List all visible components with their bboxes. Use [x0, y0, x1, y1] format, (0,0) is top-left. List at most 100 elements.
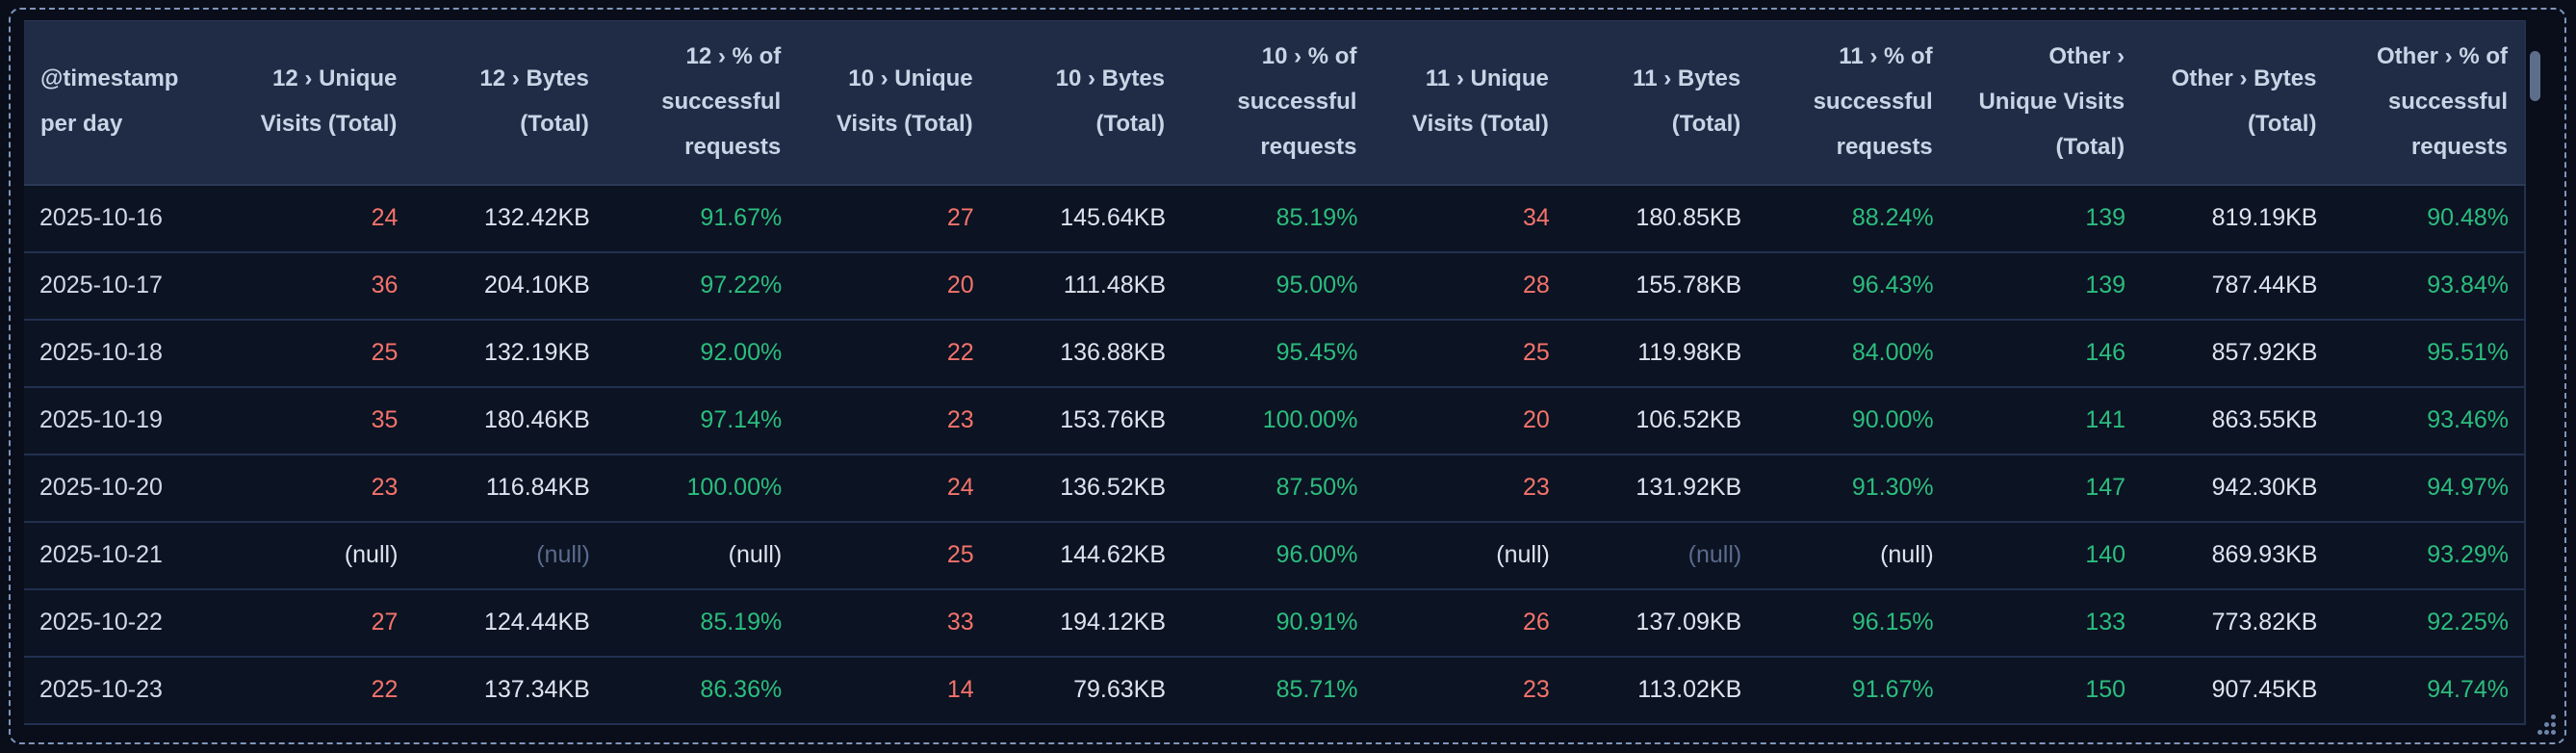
table-row: 2025-10-22 27 124.44KB 85.19% 33 194.12KB 90.9…: [24, 588, 2525, 658]
cell-11-bytes: 119.98KB: [1564, 319, 1758, 388]
cell-other-bytes: 869.93KB: [2141, 521, 2333, 590]
cell-10-pct-success: 90.91%: [1181, 588, 1374, 658]
cell-12-pct-success: 97.14%: [605, 386, 798, 455]
cell-12-unique-visits: 25: [221, 319, 414, 388]
cell-12-pct-success: 91.67%: [605, 184, 798, 253]
cell-11-bytes: 113.02KB: [1564, 656, 1758, 725]
cell-other-unique-visits: 133: [1948, 588, 2142, 658]
cell-timestamp: 2025-10-16: [24, 184, 221, 253]
column-header-12-pct-success[interactable]: 12 › % of successful requests: [605, 20, 798, 186]
cell-12-bytes: 204.10KB: [413, 251, 605, 321]
column-header-11-bytes[interactable]: 11 › Bytes (Total): [1564, 20, 1758, 186]
table-row: 2025-10-16 24 132.42KB 91.67% 27 145.64KB 85.1…: [24, 184, 2525, 253]
cell-12-unique-visits: 35: [221, 386, 414, 455]
table-row: 2025-10-18 25 132.19KB 92.00% 22 136.88KB 95.4…: [24, 319, 2525, 388]
cell-12-bytes: 132.42KB: [413, 184, 605, 253]
cell-other-pct-success: 93.84%: [2332, 251, 2525, 321]
data-table: @timestamp per day 12 › Unique Visits (To…: [24, 20, 2526, 725]
cell-other-unique-visits: 139: [1948, 184, 2142, 253]
cell-10-bytes: 153.76KB: [989, 386, 1182, 455]
table-header: @timestamp per day 12 › Unique Visits (To…: [24, 20, 2525, 186]
cell-11-pct-success: (null): [1757, 521, 1949, 590]
cell-12-bytes: 116.84KB: [413, 454, 605, 523]
cell-11-pct-success: 84.00%: [1757, 319, 1949, 388]
cell-12-unique-visits: 23: [221, 454, 414, 523]
panel-resize-handle[interactable]: [2537, 712, 2560, 739]
cell-other-bytes: 787.44KB: [2141, 251, 2333, 321]
cell-11-bytes: (null): [1564, 521, 1758, 590]
table-row: 2025-10-19 35 180.46KB 97.14% 23 153.76KB 100.…: [24, 386, 2525, 455]
cell-10-bytes: 111.48KB: [989, 251, 1182, 321]
cell-11-unique-visits: 34: [1373, 184, 1565, 253]
cell-10-pct-success: 87.50%: [1181, 454, 1374, 523]
cell-other-unique-visits: 139: [1948, 251, 2142, 321]
cell-timestamp: 2025-10-18: [24, 319, 221, 388]
cell-10-unique-visits: 22: [797, 319, 990, 388]
cell-10-unique-visits: 14: [797, 656, 990, 725]
cell-10-unique-visits: 24: [797, 454, 990, 523]
column-header-12-bytes[interactable]: 12 › Bytes (Total): [413, 20, 605, 186]
cell-10-unique-visits: 23: [797, 386, 990, 455]
column-header-other-unique-visits[interactable]: Other › Unique Visits (Total): [1948, 20, 2142, 186]
cell-11-bytes: 137.09KB: [1564, 588, 1758, 658]
table-row: 2025-10-20 23 116.84KB 100.00% 24 136.52KB 87.…: [24, 454, 2525, 523]
cell-timestamp: 2025-10-22: [24, 588, 221, 658]
cell-11-pct-success: 88.24%: [1757, 184, 1949, 253]
cell-10-pct-success: 95.00%: [1181, 251, 1374, 321]
column-header-10-unique-visits[interactable]: 10 › Unique Visits (Total): [797, 20, 990, 186]
cell-10-bytes: 136.88KB: [989, 319, 1182, 388]
cell-12-pct-success: 86.36%: [605, 656, 798, 725]
column-header-other-bytes[interactable]: Other › Bytes (Total): [2141, 20, 2333, 186]
cell-other-unique-visits: 146: [1948, 319, 2142, 388]
cell-11-pct-success: 90.00%: [1757, 386, 1949, 455]
cell-timestamp: 2025-10-19: [24, 386, 221, 455]
column-header-10-bytes[interactable]: 10 › Bytes (Total): [989, 20, 1182, 186]
cell-10-bytes: 136.52KB: [989, 454, 1182, 523]
column-header-timestamp[interactable]: @timestamp per day: [24, 20, 221, 186]
cell-11-unique-visits: 23: [1373, 656, 1565, 725]
cell-12-pct-success: 92.00%: [605, 319, 798, 388]
column-header-11-pct-success[interactable]: 11 › % of successful requests: [1757, 20, 1949, 186]
cell-11-unique-visits: 23: [1373, 454, 1565, 523]
data-table-panel: @timestamp per day 12 › Unique Visits (To…: [24, 20, 2542, 739]
column-header-11-unique-visits[interactable]: 11 › Unique Visits (Total): [1373, 20, 1565, 186]
cell-10-unique-visits: 20: [797, 251, 990, 321]
cell-other-unique-visits: 147: [1948, 454, 2142, 523]
cell-12-bytes: 137.34KB: [413, 656, 605, 725]
cell-12-bytes: 180.46KB: [413, 386, 605, 455]
cell-other-pct-success: 93.29%: [2332, 521, 2525, 590]
vertical-scrollbar-thumb[interactable]: [2530, 51, 2540, 101]
cell-timestamp: 2025-10-21: [24, 521, 221, 590]
cell-other-bytes: 863.55KB: [2141, 386, 2333, 455]
cell-11-pct-success: 91.67%: [1757, 656, 1949, 725]
cell-10-unique-visits: 25: [797, 521, 990, 590]
column-header-10-pct-success[interactable]: 10 › % of successful requests: [1181, 20, 1374, 186]
cell-other-pct-success: 94.74%: [2332, 656, 2525, 725]
cell-11-pct-success: 96.43%: [1757, 251, 1949, 321]
cell-11-unique-visits: (null): [1373, 521, 1565, 590]
cell-10-bytes: 79.63KB: [989, 656, 1182, 725]
cell-other-bytes: 773.82KB: [2141, 588, 2333, 658]
cell-12-unique-visits: 24: [221, 184, 414, 253]
cell-12-pct-success: 100.00%: [605, 454, 798, 523]
cell-other-pct-success: 92.25%: [2332, 588, 2525, 658]
cell-10-pct-success: 85.71%: [1181, 656, 1374, 725]
cell-12-unique-visits: 22: [221, 656, 414, 725]
cell-other-unique-visits: 141: [1948, 386, 2142, 455]
cell-other-unique-visits: 150: [1948, 656, 2142, 725]
column-header-12-unique-visits[interactable]: 12 › Unique Visits (Total): [221, 20, 414, 186]
cell-10-unique-visits: 27: [797, 184, 990, 253]
cell-11-unique-visits: 20: [1373, 386, 1565, 455]
cell-11-pct-success: 91.30%: [1757, 454, 1949, 523]
cell-other-bytes: 942.30KB: [2141, 454, 2333, 523]
column-header-other-pct-success[interactable]: Other › % of successful requests: [2332, 20, 2525, 186]
cell-other-pct-success: 90.48%: [2332, 184, 2525, 253]
cell-12-bytes: (null): [413, 521, 605, 590]
cell-10-pct-success: 85.19%: [1181, 184, 1374, 253]
cell-12-bytes: 124.44KB: [413, 588, 605, 658]
table-row: 2025-10-21 (null) (null) (null) 25 144.62KB 96…: [24, 521, 2525, 590]
cell-10-pct-success: 100.00%: [1181, 386, 1374, 455]
cell-10-bytes: 145.64KB: [989, 184, 1182, 253]
cell-other-unique-visits: 140: [1948, 521, 2142, 590]
cell-12-pct-success: 97.22%: [605, 251, 798, 321]
